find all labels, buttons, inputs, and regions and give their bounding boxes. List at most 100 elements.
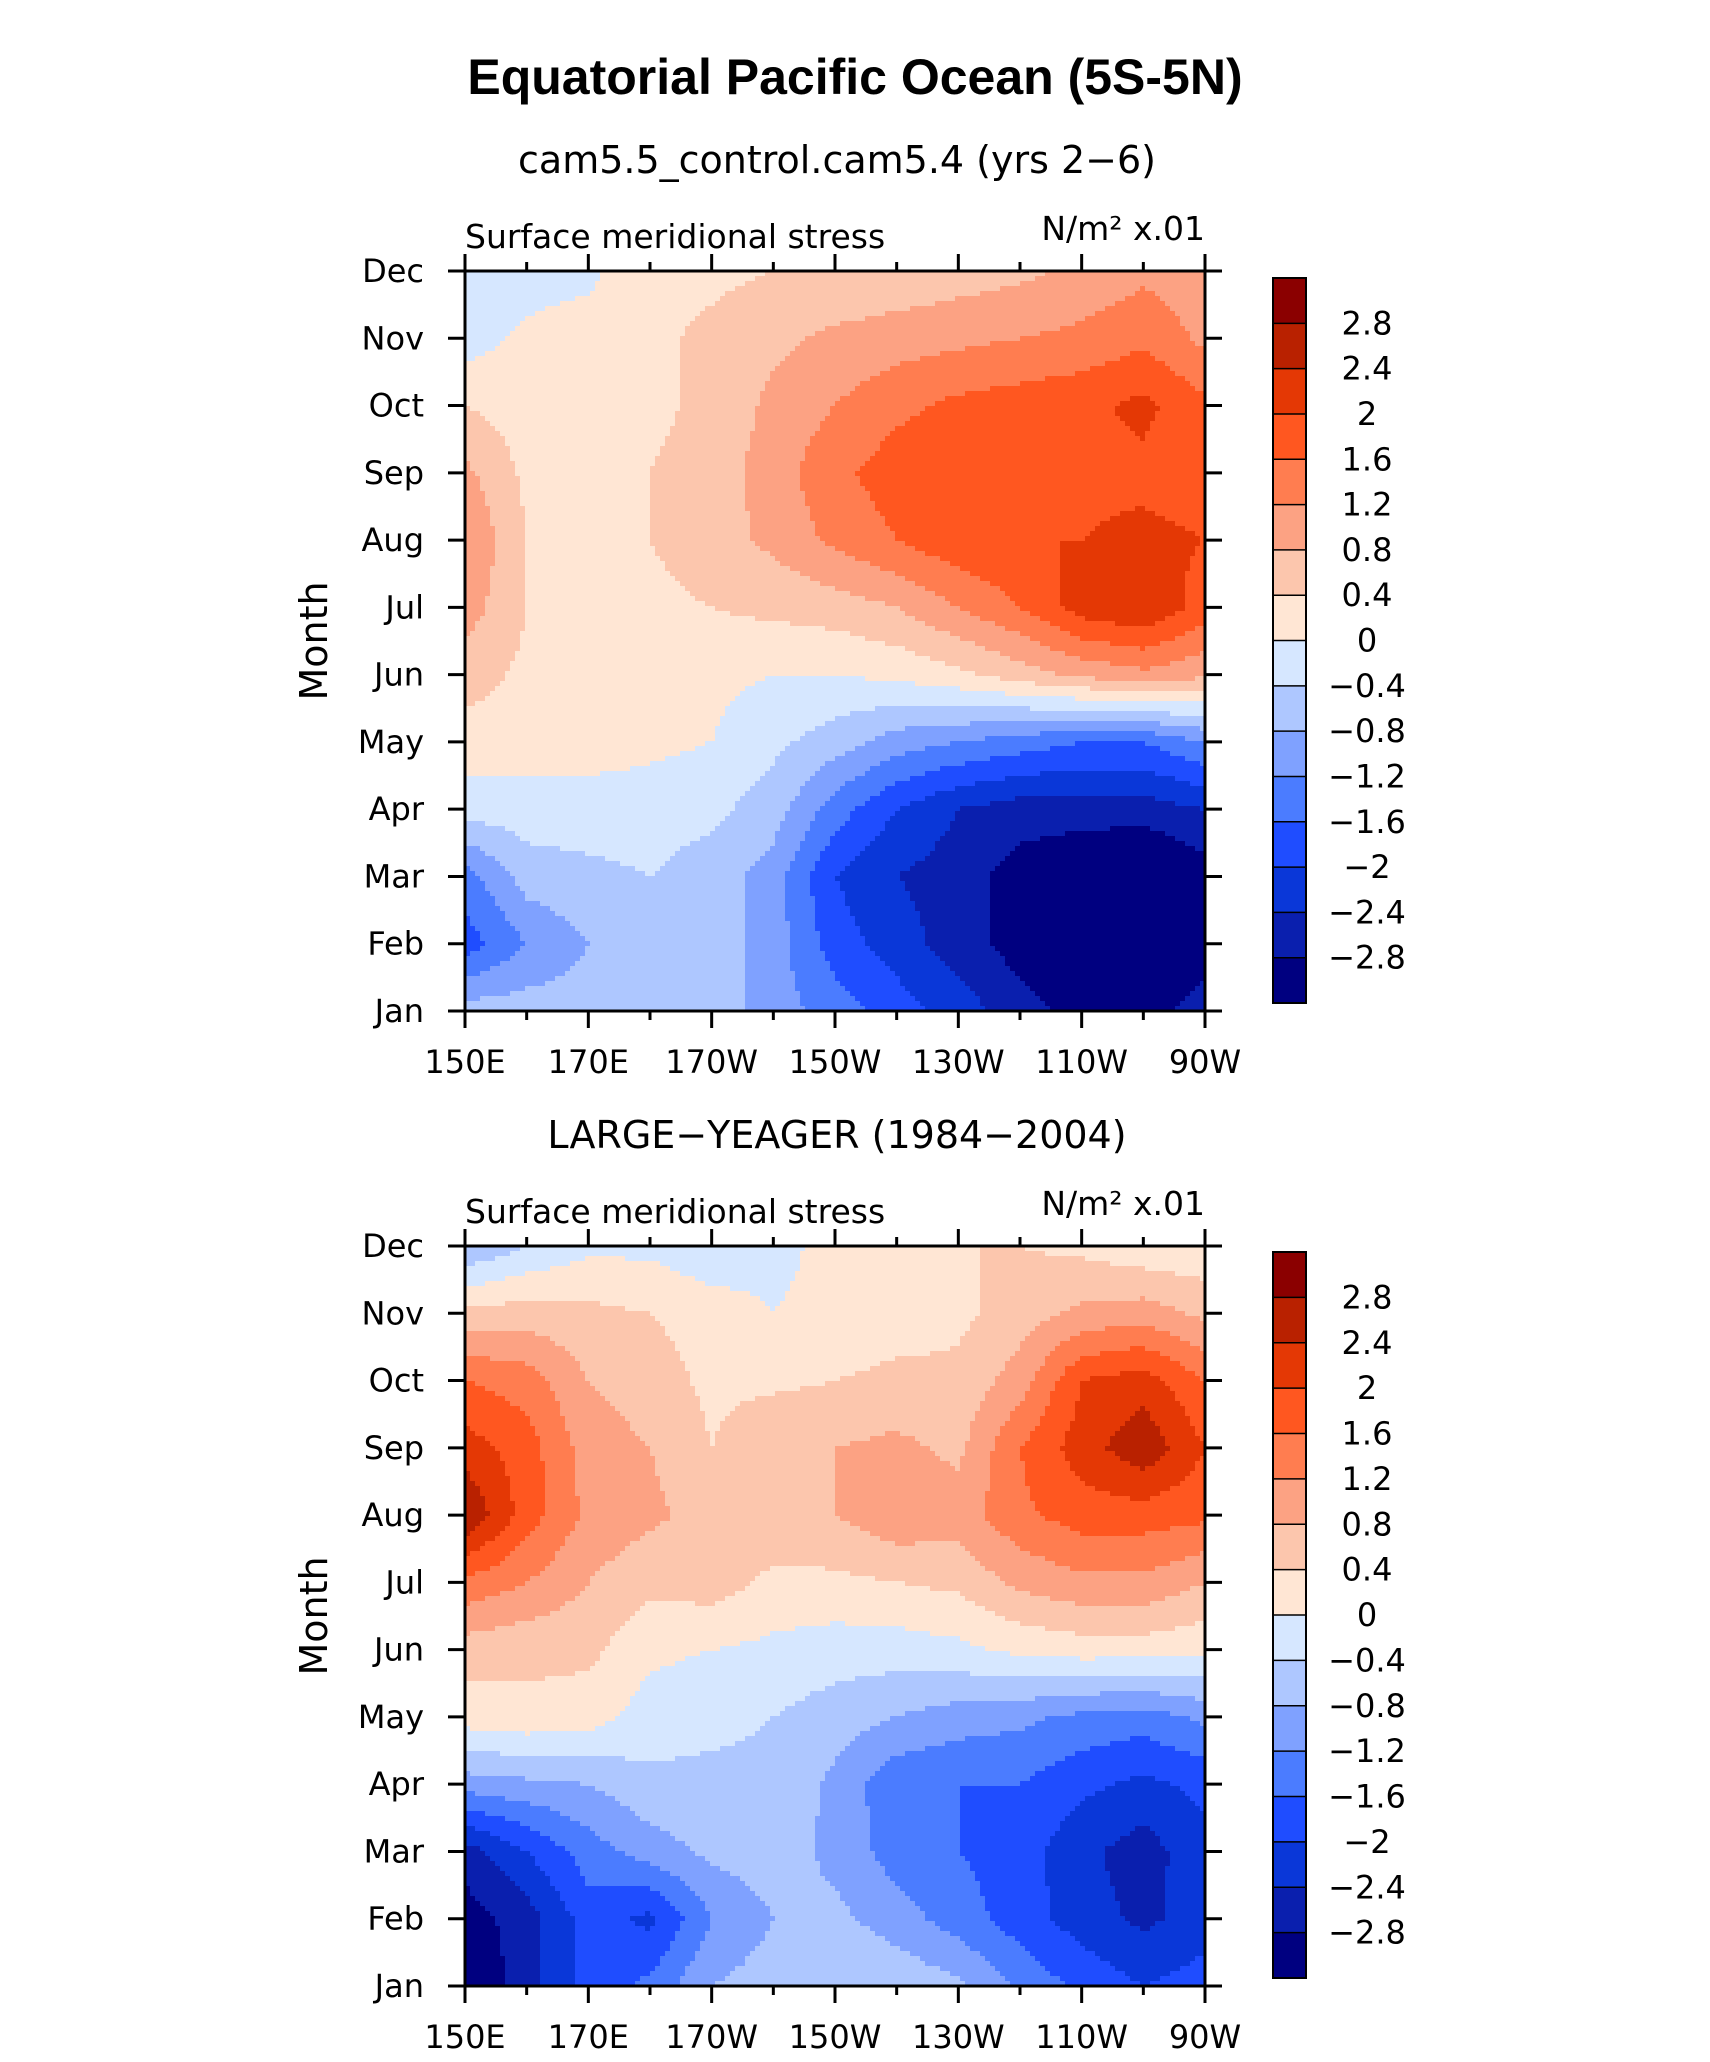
field-cell [875, 326, 881, 332]
field-cell [910, 421, 916, 427]
field-cell [1170, 296, 1176, 302]
field-cell [825, 426, 831, 432]
field-cell [750, 381, 756, 387]
field-cell [1085, 301, 1091, 307]
field-cell [605, 306, 611, 312]
field-cell [685, 346, 691, 352]
field-cell [475, 281, 481, 287]
field-cell [655, 391, 661, 397]
field-cell [1110, 281, 1116, 287]
field-cell [910, 371, 916, 377]
field-cell [475, 421, 481, 427]
field-cell [1015, 301, 1021, 307]
field-cell [920, 356, 926, 362]
field-cell [850, 436, 856, 442]
field-cell [955, 331, 961, 337]
field-cell [910, 276, 916, 282]
field-cell [630, 426, 636, 432]
field-cell [965, 301, 971, 307]
field-cell [1045, 356, 1051, 362]
field-cell [845, 371, 851, 377]
field-cell [940, 271, 946, 277]
field-cell [1190, 331, 1196, 337]
field-cell [1105, 366, 1111, 372]
field-cell [785, 356, 791, 362]
field-cell [855, 416, 861, 422]
field-cell [1065, 426, 1071, 432]
field-cell [1150, 326, 1156, 332]
field-cell [795, 331, 801, 337]
field-cell [625, 316, 631, 322]
field-cell [725, 311, 731, 317]
field-cell [485, 301, 491, 307]
field-cell [1105, 326, 1111, 332]
field-cell [705, 311, 711, 317]
field-cell [720, 351, 726, 357]
field-cell [610, 301, 616, 307]
field-cell [1065, 431, 1071, 437]
field-cell [705, 341, 711, 347]
field-cell [475, 276, 481, 282]
field-cell [1060, 271, 1066, 277]
field-cell [840, 436, 846, 442]
field-cell [930, 401, 936, 407]
field-cell [825, 351, 831, 357]
field-cell [650, 361, 656, 367]
field-cell [530, 346, 536, 352]
field-cell [1045, 416, 1051, 422]
field-cell [470, 351, 476, 357]
field-cell [845, 436, 851, 442]
field-cell [465, 406, 471, 412]
field-cell [885, 426, 891, 432]
field-cell [585, 351, 591, 357]
field-cell [980, 296, 986, 302]
field-cell [1000, 371, 1006, 377]
field-cell [1105, 346, 1111, 352]
field-cell [1130, 301, 1136, 307]
field-cell [630, 311, 636, 317]
field-cell [760, 351, 766, 357]
field-cell [735, 346, 741, 352]
field-cell [735, 336, 741, 342]
field-cell [750, 366, 756, 372]
field-cell [545, 296, 551, 302]
field-cell [845, 366, 851, 372]
field-cell [805, 326, 811, 332]
field-cell [660, 341, 666, 347]
field-cell [975, 401, 981, 407]
field-cell [920, 296, 926, 302]
field-cell [835, 416, 841, 422]
field-cell [505, 301, 511, 307]
field-cell [545, 366, 551, 372]
field-cell [1095, 381, 1101, 387]
field-cell [775, 411, 781, 417]
field-cell [645, 361, 651, 367]
field-cell [940, 306, 946, 312]
field-cell [605, 286, 611, 292]
field-cell [1130, 331, 1136, 337]
field-cell [985, 291, 991, 297]
field-cell [580, 396, 586, 402]
field-cell [1005, 361, 1011, 367]
field-cell [1095, 431, 1101, 437]
field-cell [575, 276, 581, 282]
field-cell [785, 431, 791, 437]
field-cell [840, 391, 846, 397]
field-cell [685, 306, 691, 312]
field-cell [750, 331, 756, 337]
field-cell [1185, 311, 1191, 317]
field-cell [685, 371, 691, 377]
field-cell [470, 401, 476, 407]
field-cell [775, 436, 781, 442]
field-cell [1140, 331, 1146, 337]
field-cell [840, 401, 846, 407]
field-cell [715, 391, 721, 397]
field-cell [1040, 356, 1046, 362]
field-cell [1000, 321, 1006, 327]
field-cell [1130, 306, 1136, 312]
field-cell [905, 416, 911, 422]
field-cell [840, 406, 846, 412]
field-cell [1160, 361, 1166, 367]
field-cell [615, 331, 621, 337]
field-cell [1175, 346, 1181, 352]
